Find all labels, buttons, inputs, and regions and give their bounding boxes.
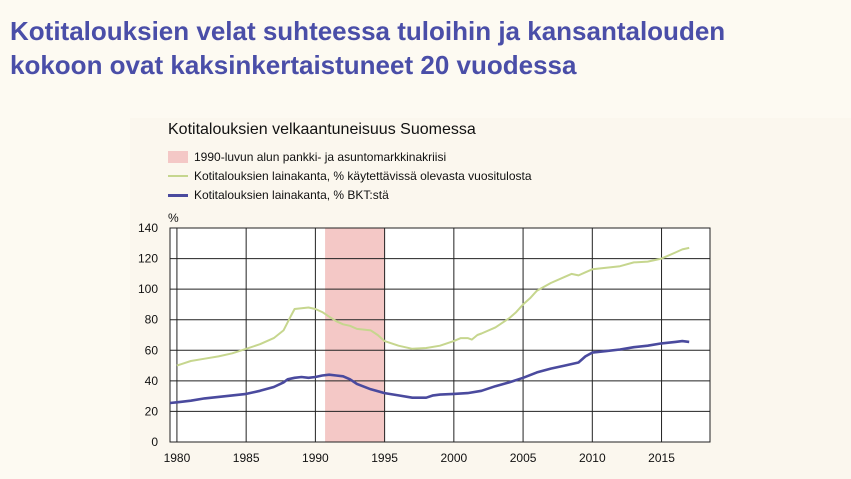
y-tick-label: 60 bbox=[145, 343, 159, 357]
y-tick-label: 20 bbox=[145, 404, 159, 418]
y-tick-label: 0 bbox=[151, 435, 158, 449]
x-tick-label: 1990 bbox=[302, 451, 329, 465]
line-chart: % 0 20 40 60 80 100 120 140 1980 1985 1990 1995 2000… bbox=[138, 211, 711, 465]
x-tick-label: 2005 bbox=[510, 451, 537, 465]
slide-title-line-1: Kotitalouksien velat suhteessa tuloihin … bbox=[10, 16, 726, 46]
slide-title: Kotitalouksien velat suhteessa tuloihin … bbox=[10, 14, 845, 82]
slide-title-line-2: kokoon ovat kaksinkertaistuneet 20 vuode… bbox=[10, 50, 577, 80]
y-tick-label: 40 bbox=[145, 374, 159, 388]
y-tick-label: 80 bbox=[145, 313, 159, 327]
legend-label-gdp: Kotitalouksien lainakanta, % BKT:stä bbox=[194, 188, 389, 202]
chart-title: Kotitalouksien velkaantuneisuus Suomessa bbox=[168, 121, 476, 138]
series-line-gdp bbox=[169, 339, 690, 405]
y-tick-label: 100 bbox=[138, 282, 158, 296]
y-axis-unit-label: % bbox=[168, 211, 179, 225]
crisis-band bbox=[325, 228, 385, 442]
y-tick-label: 140 bbox=[138, 221, 158, 235]
legend-swatch-income bbox=[168, 175, 188, 177]
chart-container: Kotitalouksien velkaantuneisuus Suomessa… bbox=[130, 118, 851, 479]
y-tick-label: 120 bbox=[138, 252, 158, 266]
legend-item-crisis-band: 1990-luvun alun pankki- ja asuntomarkkin… bbox=[168, 149, 446, 165]
legend-label-band: 1990-luvun alun pankki- ja asuntomarkkin… bbox=[194, 150, 447, 164]
legend-item-gdp-series: Kotitalouksien lainakanta, % BKT:stä bbox=[168, 187, 389, 203]
legend-item-income-series: Kotitalouksien lainakanta, % käytettävis… bbox=[168, 168, 532, 184]
x-tick-label: 2015 bbox=[648, 451, 675, 465]
legend-label-income: Kotitalouksien lainakanta, % käytettävis… bbox=[194, 169, 532, 183]
legend-swatch-gdp bbox=[168, 193, 188, 197]
x-tick-label: 1995 bbox=[371, 451, 398, 465]
series-line-income bbox=[176, 246, 690, 367]
legend-swatch-band bbox=[168, 151, 188, 163]
x-tick-label: 2000 bbox=[440, 451, 467, 465]
plot-area bbox=[170, 228, 710, 442]
plot-frame bbox=[169, 227, 711, 443]
x-tick-label: 2010 bbox=[579, 451, 606, 465]
x-tick-label: 1980 bbox=[164, 451, 191, 465]
x-tick-label: 1985 bbox=[233, 451, 260, 465]
